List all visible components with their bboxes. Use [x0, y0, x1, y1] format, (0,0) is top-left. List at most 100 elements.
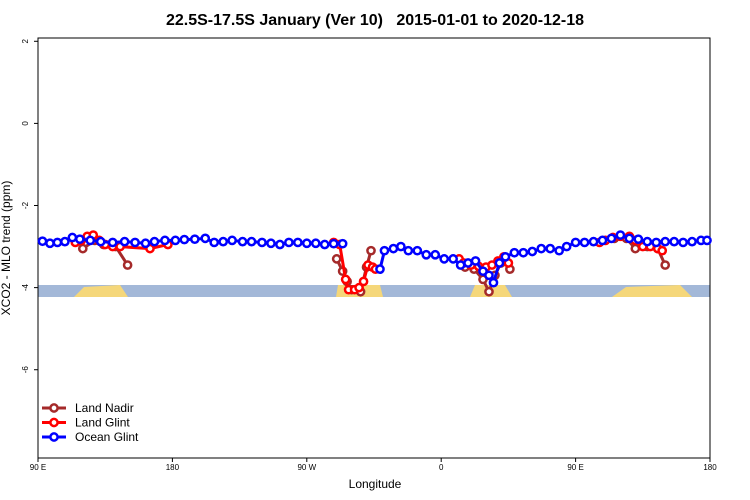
point — [358, 276, 369, 287]
y-tick-label: 2 — [21, 39, 30, 44]
point — [615, 230, 626, 240]
point — [95, 236, 106, 247]
point — [633, 234, 644, 245]
x-tick-label: 180 — [166, 463, 180, 472]
point — [379, 245, 390, 256]
point — [160, 235, 170, 246]
land-mask-strip — [38, 285, 710, 297]
point — [470, 256, 481, 266]
point — [122, 260, 133, 270]
point — [366, 245, 376, 256]
point — [52, 237, 63, 248]
point — [448, 254, 458, 264]
point — [170, 235, 181, 246]
point — [687, 236, 697, 247]
point — [328, 238, 339, 249]
point — [319, 239, 330, 250]
legend-marker — [49, 417, 59, 428]
point — [702, 235, 712, 246]
point — [660, 260, 671, 270]
point — [130, 237, 140, 248]
point — [439, 254, 450, 264]
point — [246, 236, 257, 247]
point — [200, 233, 211, 244]
point — [597, 235, 608, 246]
point — [149, 236, 160, 247]
point — [340, 274, 351, 285]
point — [624, 233, 635, 244]
x-axis-label: Longitude — [349, 477, 402, 491]
x-tick-label: 0 — [439, 463, 444, 472]
point — [606, 233, 617, 244]
point — [218, 236, 229, 247]
x-tick-label: 90 E — [30, 463, 46, 472]
point — [678, 237, 688, 248]
point — [375, 264, 385, 274]
point — [209, 237, 220, 248]
point — [494, 258, 505, 268]
x-tick-label: 90 E — [567, 463, 583, 472]
point — [518, 247, 529, 258]
point — [412, 245, 423, 256]
legend-label: Ocean Glint — [75, 430, 139, 444]
x-tick-label: 180 — [703, 463, 717, 472]
point — [463, 258, 473, 268]
point — [651, 237, 662, 248]
point — [509, 247, 520, 258]
point — [331, 254, 342, 264]
y-tick-label: -2 — [21, 201, 30, 209]
chart-title: 22.5S-17.5S January (Ver 10) 2015-01-01 … — [166, 12, 584, 29]
point — [657, 245, 668, 256]
point — [37, 236, 48, 247]
point — [561, 241, 572, 252]
point — [484, 270, 494, 281]
point — [140, 238, 151, 249]
point — [500, 251, 511, 262]
y-axis-label: XCO2 - MLO trend (ppm) — [0, 181, 13, 316]
point — [421, 249, 432, 260]
point — [45, 238, 55, 249]
legend-label: Land Nadir — [75, 401, 134, 415]
point — [669, 236, 680, 247]
point — [257, 237, 267, 248]
legend-marker — [49, 403, 59, 413]
point — [545, 243, 556, 254]
point — [579, 237, 590, 248]
point — [77, 243, 88, 254]
point — [301, 238, 312, 249]
x-tick-label: 90 W — [297, 463, 316, 472]
point — [74, 234, 85, 245]
point — [284, 237, 294, 248]
point — [179, 234, 190, 245]
point — [588, 236, 599, 247]
point — [189, 234, 200, 245]
point — [354, 282, 364, 293]
y-tick-label: 0 — [21, 121, 30, 126]
point — [388, 243, 399, 254]
point — [536, 243, 547, 254]
point — [85, 235, 96, 246]
point — [488, 277, 499, 288]
point — [292, 237, 303, 248]
point — [60, 236, 70, 247]
point — [527, 246, 538, 257]
point — [237, 236, 248, 247]
point — [554, 245, 565, 256]
point — [266, 238, 276, 249]
y-tick-label: -4 — [21, 284, 30, 292]
legend-marker — [49, 432, 59, 442]
point — [630, 243, 641, 254]
point — [275, 239, 285, 250]
point — [67, 232, 78, 243]
point — [396, 241, 406, 252]
point — [403, 245, 414, 256]
point — [660, 236, 671, 247]
point — [119, 236, 130, 247]
point — [430, 249, 441, 260]
point — [642, 236, 653, 247]
legend-label: Land Glint — [75, 416, 130, 430]
plot-frame — [37, 37, 711, 459]
y-tick-label: -6 — [21, 366, 30, 374]
point — [337, 238, 348, 249]
